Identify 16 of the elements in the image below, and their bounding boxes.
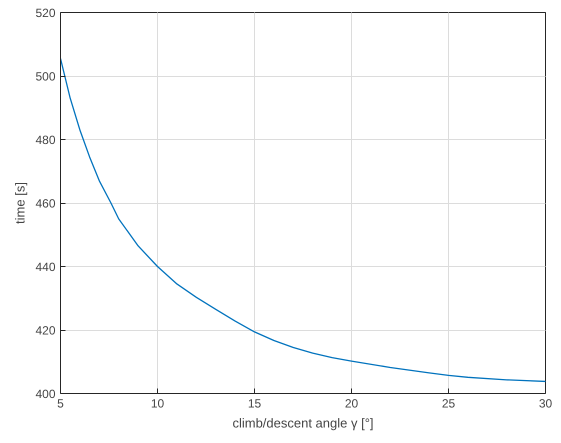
x-tick-label: 5 [57, 396, 64, 410]
y-tick-label: 480 [35, 133, 56, 147]
x-tick-label: 15 [248, 396, 262, 410]
y-tick-label: 400 [35, 387, 56, 401]
x-tick-label: 20 [344, 396, 358, 410]
y-tick-label: 460 [35, 196, 56, 210]
x-tick-label: 30 [538, 396, 552, 410]
x-axis-title: climb/descent angle γ [°] [232, 416, 374, 430]
line-series [60, 58, 546, 382]
y-tick-label: 420 [35, 324, 56, 338]
y-tick-label: 500 [35, 70, 56, 84]
x-tick-label: 10 [150, 396, 164, 410]
y-tick-label: 520 [35, 6, 56, 20]
y-axis-title: time [s] [12, 182, 28, 224]
x-tick-label: 25 [442, 396, 456, 410]
y-tick-label: 440 [35, 260, 56, 274]
